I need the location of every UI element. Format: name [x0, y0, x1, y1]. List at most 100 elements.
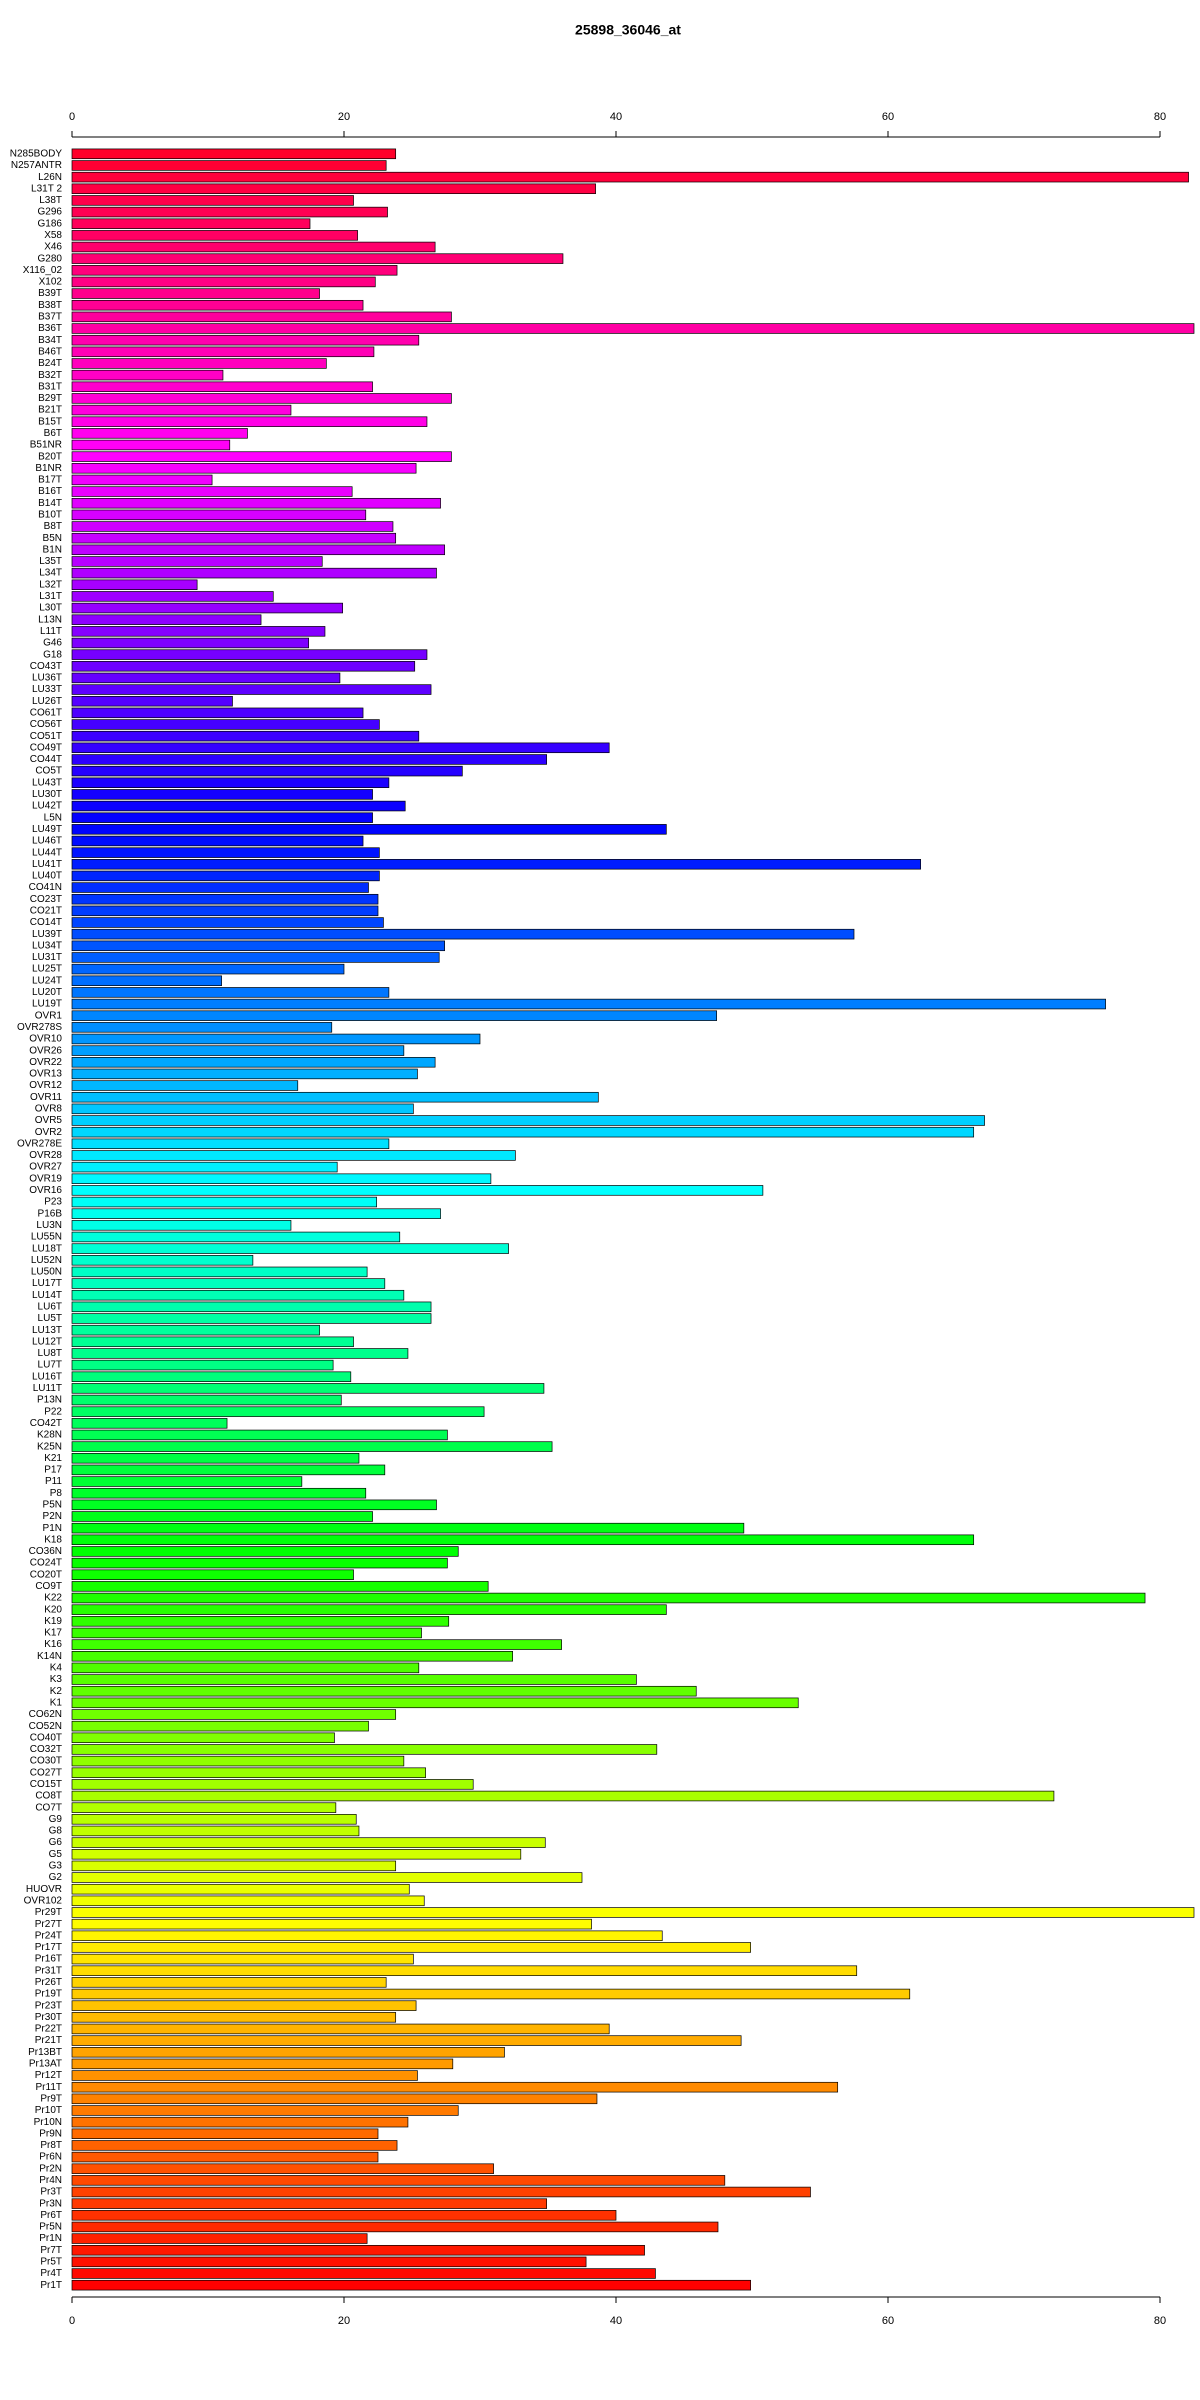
- y-tick-label: Pr1T: [40, 2280, 62, 2291]
- bar: [71, 346, 375, 358]
- y-tick-label: Pr3T: [40, 2187, 62, 2198]
- x-tick-label: 40: [610, 2315, 622, 2327]
- bar: [71, 509, 367, 521]
- bar: [71, 1965, 858, 1976]
- bar: [71, 521, 394, 532]
- y-tick-label: B38T: [38, 300, 62, 311]
- bar: [71, 602, 343, 614]
- y-tick-label: LU20T: [32, 987, 62, 998]
- bar: [71, 1220, 292, 1231]
- bar: [71, 2105, 459, 2116]
- bar: [71, 241, 436, 253]
- bar: [71, 1802, 337, 1813]
- bar: [71, 1429, 448, 1441]
- bar: [71, 1814, 357, 1825]
- bar: [71, 1138, 390, 1150]
- bar: [71, 672, 341, 684]
- y-tick-label: L13N: [38, 614, 62, 625]
- bar: [71, 765, 463, 777]
- bar: [71, 1185, 764, 1196]
- y-tick-label: LU25T: [32, 964, 62, 975]
- bar: [71, 2279, 751, 2291]
- y-tick-label: K22: [44, 1593, 62, 1604]
- y-tick-label: K4: [50, 1663, 63, 1674]
- bar: [71, 1150, 516, 1161]
- y-tick-label: OVR13: [29, 1069, 62, 1080]
- y-tick-label: LU30T: [32, 789, 62, 800]
- y-tick-label: B10T: [38, 510, 62, 521]
- y-tick-label: X46: [44, 242, 62, 253]
- bar: [71, 742, 610, 754]
- y-tick-label: CO8T: [35, 1791, 62, 1802]
- bar: [71, 2268, 656, 2279]
- bar: [71, 1639, 562, 1650]
- y-tick-label: Pr10N: [34, 2117, 62, 2128]
- bar: [71, 695, 233, 707]
- y-tick-label: K25N: [37, 1441, 62, 1452]
- bar: [71, 2198, 547, 2209]
- y-tick-label: B29T: [38, 393, 62, 404]
- bar: [71, 1557, 448, 1569]
- y-tick-label: CO27T: [30, 1767, 62, 1778]
- y-tick-label: LU50N: [31, 1267, 62, 1278]
- y-tick-label: B37T: [38, 312, 62, 323]
- bar: [71, 1592, 1146, 1604]
- y-tick-label: G9: [49, 1814, 63, 1825]
- y-tick-label: CO15T: [30, 1779, 62, 1790]
- y-tick-label: B1NR: [35, 463, 62, 474]
- y-tick-label: LU42T: [32, 801, 62, 812]
- y-tick-label: B16T: [38, 486, 62, 497]
- bar: [71, 824, 667, 835]
- y-tick-label: LU5T: [38, 1313, 62, 1324]
- bar: [71, 847, 380, 858]
- y-tick-label: LU40T: [32, 871, 62, 882]
- y-tick-label: OVR26: [29, 1045, 62, 1056]
- bar: [71, 1289, 405, 1301]
- y-tick-label: Pr17T: [35, 1942, 62, 1953]
- y-tick-label: Pr6T: [40, 2210, 62, 2221]
- bar: [71, 1499, 437, 1511]
- bar: [71, 1208, 441, 1219]
- bar: [71, 1662, 420, 1674]
- bar: [71, 1755, 405, 1767]
- bar: [71, 1348, 409, 1359]
- bar: [71, 1977, 387, 1988]
- bar: [71, 2000, 417, 2011]
- y-tick-label: B34T: [38, 335, 62, 346]
- y-tick-label: OVR278E: [17, 1138, 62, 1149]
- y-tick-label: Pr9T: [40, 2093, 62, 2104]
- bar: [71, 1394, 342, 1406]
- y-tick-label: CO52N: [29, 1721, 62, 1732]
- bar: [71, 1255, 254, 1266]
- y-tick-label: Pr30T: [35, 2012, 62, 2023]
- y-tick-label: P23: [44, 1197, 62, 1208]
- y-tick-label: OVR12: [29, 1080, 62, 1091]
- y-tick-label: LU11T: [33, 1383, 62, 1394]
- y-tick-label: OVR102: [24, 1895, 63, 1906]
- bar: [71, 556, 323, 567]
- bar: [71, 1010, 717, 1021]
- bar: [71, 870, 380, 882]
- bar: [71, 2023, 610, 2035]
- bar: [71, 1091, 599, 1103]
- bar: [71, 1511, 373, 1522]
- y-tick-label: B39T: [38, 288, 62, 299]
- y-tick-label: LU17T: [32, 1278, 62, 1289]
- y-tick-label: K28N: [37, 1430, 62, 1441]
- bar: [71, 1103, 414, 1115]
- y-tick-label: OVR19: [29, 1173, 62, 1184]
- bar: [71, 451, 452, 462]
- y-tick-label: Pr3N: [39, 2198, 62, 2209]
- bar: [71, 859, 921, 870]
- bar: [71, 311, 452, 323]
- bar: [71, 1651, 513, 1662]
- y-tick-label: Pr4N: [39, 2175, 62, 2186]
- y-tick-label: LU33T: [32, 684, 62, 695]
- y-tick-label: LU24T: [32, 975, 62, 986]
- bar: [71, 963, 345, 975]
- y-tick-label: X102: [39, 277, 63, 288]
- bar: [71, 1196, 377, 1208]
- bar: [71, 1173, 492, 1184]
- y-tick-label: G280: [38, 253, 63, 264]
